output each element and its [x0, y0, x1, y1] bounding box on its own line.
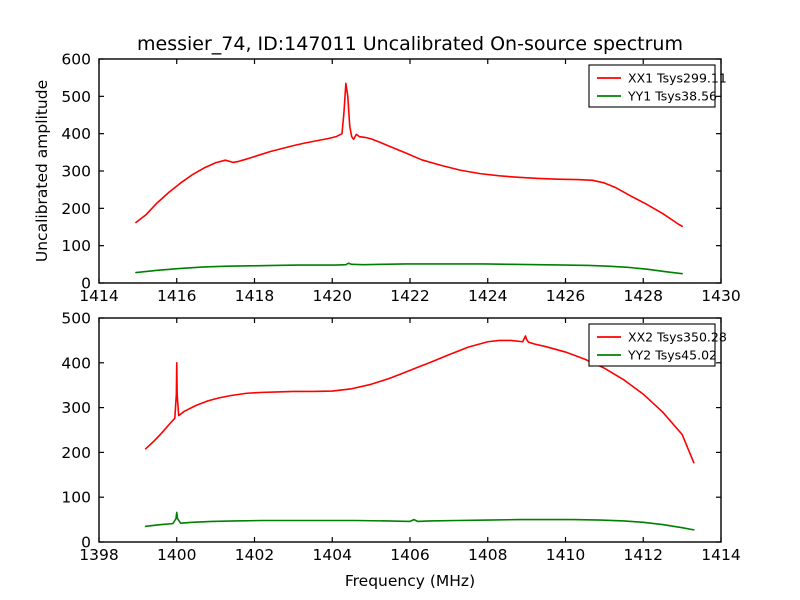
x-tick-label-bottom: 1412 — [624, 546, 663, 564]
x-tick-label-top: 1414 — [79, 287, 118, 305]
x-axis-label: Frequency (MHz) — [345, 572, 475, 590]
x-tick-label-top: 1416 — [157, 287, 196, 305]
x-tick-label-bottom: 1402 — [235, 546, 274, 564]
y-tick-label-bottom: 200 — [61, 444, 91, 462]
x-tick-label-bottom: 1414 — [701, 546, 740, 564]
panel-top: 1414 1416 1418 1420 1422 1424 1426 1428 1430 0 100… — [33, 51, 741, 306]
x-tick-label-top: 1430 — [701, 287, 740, 305]
legend-label-yy1: YY1 Tsys38.56 — [627, 89, 717, 104]
y-axis-label: Uncalibrated amplitude — [33, 80, 51, 262]
page-title: messier_74, ID:147011 Uncalibrated On-so… — [137, 33, 683, 55]
y-tick-label-top: 200 — [61, 200, 91, 218]
legend-label-yy2: YY2 Tsys45.02 — [627, 348, 717, 363]
x-tick-label-bottom: 1404 — [313, 546, 352, 564]
legend-label-xx2: XX2 Tsys350.28 — [628, 330, 727, 345]
y-tick-label-bottom: 100 — [61, 489, 91, 507]
y-tick-label-top: 500 — [61, 88, 91, 106]
legend-label-xx1: XX1 Tsys299.11 — [628, 71, 727, 86]
y-tick-label-bottom: 500 — [61, 310, 91, 328]
x-tick-label-top: 1426 — [546, 287, 585, 305]
legend-top: XX1 Tsys299.11 YY1 Tsys38.56 — [588, 64, 727, 108]
x-tick-label-top: 1418 — [235, 287, 274, 305]
y-tick-label-top: 100 — [61, 237, 91, 255]
x-tick-label-bottom: 1398 — [79, 546, 118, 564]
y-tick-label-bottom: 300 — [61, 399, 91, 417]
x-tick-label-top: 1428 — [624, 287, 663, 305]
y-tick-label-top: 600 — [61, 51, 91, 69]
x-tick-label-top: 1420 — [313, 287, 352, 305]
x-tick-label-top: 1422 — [390, 287, 429, 305]
x-tick-label-bottom: 1410 — [546, 546, 585, 564]
x-tick-label-bottom: 1408 — [468, 546, 507, 564]
y-tick-label-bottom: 400 — [61, 354, 91, 372]
series-line-yy1 — [135, 262, 683, 275]
y-tick-label-top: 0 — [81, 275, 91, 293]
y-tick-label-bottom: 0 — [81, 534, 91, 552]
x-tick-label-bottom: 1400 — [157, 546, 196, 564]
panel-bottom: 1398 1400 1402 1404 1406 1408 1410 1412 1414 0 100… — [61, 310, 740, 591]
y-tick-label-top: 300 — [61, 163, 91, 181]
y-tick-label-top: 400 — [61, 125, 91, 143]
series-line-yy2 — [144, 511, 695, 531]
legend-box-bottom — [588, 323, 716, 367]
legend-box-top — [588, 64, 716, 108]
legend-bottom: XX2 Tsys350.28 YY2 Tsys45.02 — [588, 323, 727, 367]
series-line-xx1 — [135, 82, 683, 228]
x-tick-label-bottom: 1406 — [390, 546, 429, 564]
x-tick-label-top: 1424 — [468, 287, 507, 305]
series-line-xx2 — [144, 335, 695, 464]
